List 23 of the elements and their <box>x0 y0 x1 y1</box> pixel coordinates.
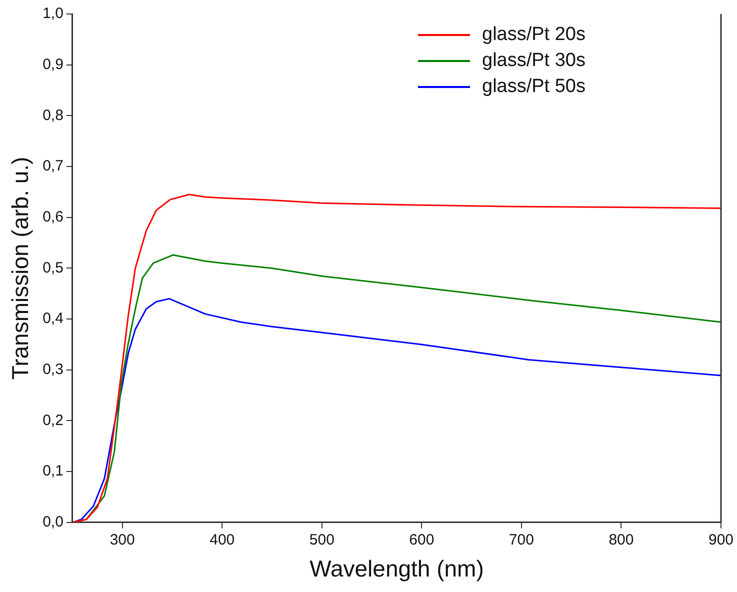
y-tick-label: 0,1 <box>42 462 64 480</box>
y-axis-title: Transmission (arb. u.) <box>7 156 34 380</box>
y-tick-label: 0,0 <box>42 514 64 531</box>
x-tick-label: 900 <box>708 532 734 549</box>
y-tick-label: 0,2 <box>42 412 64 429</box>
y-tick-label: 0,8 <box>42 106 64 124</box>
legend-label: glass/Pt 20s <box>482 23 586 47</box>
x-axis-title: Wavelength (nm) <box>310 556 484 582</box>
legend-label: glass/Pt 30s <box>482 49 586 73</box>
y-tick-label: 0,4 <box>42 310 64 328</box>
x-tick-label: 800 <box>608 532 634 549</box>
x-tick-label: 500 <box>309 532 334 549</box>
y-tick-label: 0,9 <box>42 56 64 73</box>
y-tick-label: 1,0 <box>42 5 64 22</box>
x-tick-label: 700 <box>508 532 534 549</box>
y-tick-label: 0,7 <box>42 158 64 175</box>
x-tick-label: 600 <box>409 532 434 549</box>
y-tick-label: 0,3 <box>42 361 64 378</box>
x-tick-label: 300 <box>110 532 135 549</box>
x-tick-label: 400 <box>210 532 235 549</box>
legend-label: glass/Pt 50s <box>482 75 586 99</box>
y-tick-label: 0,5 <box>42 259 64 276</box>
y-tick-label: 0,6 <box>42 208 64 226</box>
